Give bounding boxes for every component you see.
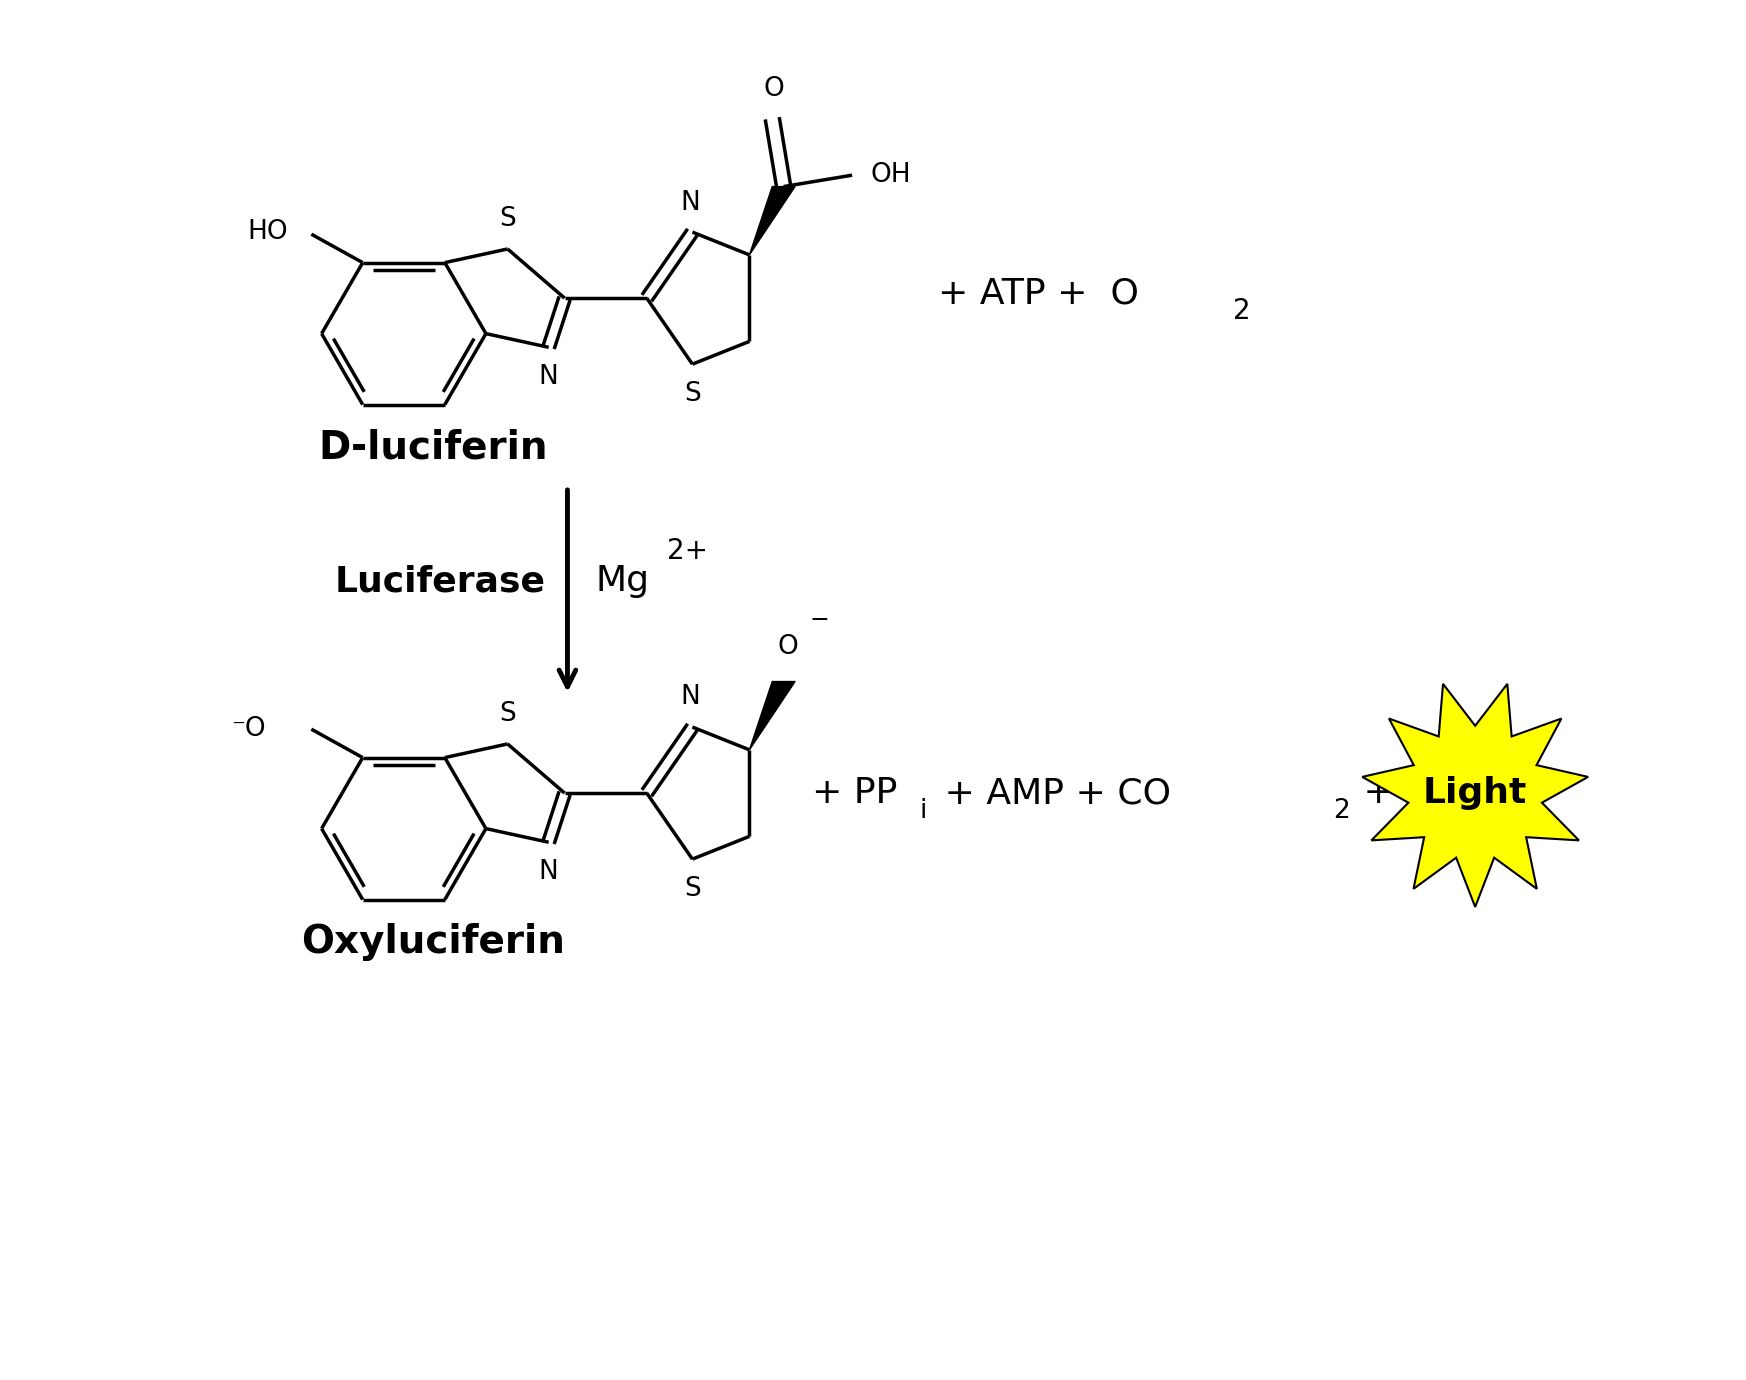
Text: N: N	[681, 189, 700, 215]
Text: S: S	[499, 207, 517, 232]
Text: OH: OH	[871, 163, 911, 188]
Text: −: −	[810, 609, 829, 632]
Text: + AMP + CO: + AMP + CO	[932, 776, 1172, 810]
Polygon shape	[749, 186, 794, 255]
Text: Oxyluciferin: Oxyluciferin	[302, 923, 566, 962]
Text: 2: 2	[1332, 798, 1350, 824]
Text: ⁻O: ⁻O	[230, 716, 265, 742]
Text: O: O	[763, 76, 784, 102]
Text: O: O	[777, 635, 798, 661]
Polygon shape	[749, 682, 794, 749]
Text: N: N	[540, 858, 559, 885]
Text: HO: HO	[248, 219, 288, 246]
Text: + ATP +  O: + ATP + O	[938, 276, 1138, 310]
Polygon shape	[1362, 684, 1589, 907]
Text: + PP: + PP	[812, 776, 897, 810]
Text: S: S	[499, 701, 517, 727]
Text: S: S	[684, 876, 700, 901]
Text: D-luciferin: D-luciferin	[320, 428, 548, 466]
Text: Luciferase: Luciferase	[335, 564, 546, 598]
Text: S: S	[684, 381, 700, 407]
Text: Mg: Mg	[595, 564, 650, 598]
Text: i: i	[920, 798, 927, 824]
Text: 2: 2	[1233, 297, 1250, 326]
Text: 2+: 2+	[667, 537, 707, 566]
Text: +: +	[1351, 776, 1393, 810]
Text: N: N	[681, 684, 700, 711]
Text: Light: Light	[1423, 776, 1528, 810]
Text: N: N	[540, 364, 559, 391]
